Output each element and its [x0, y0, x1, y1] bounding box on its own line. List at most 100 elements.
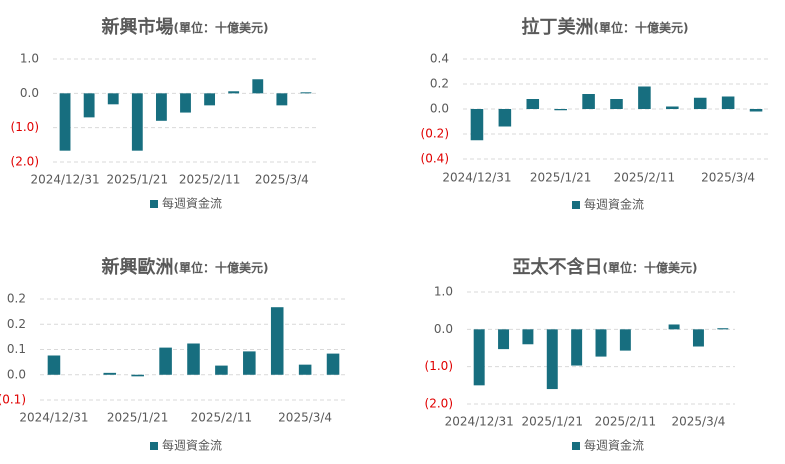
y-tick-label: 0.2 — [7, 292, 26, 306]
title-text: 亞太不含日 — [513, 256, 603, 278]
y-tick-label: (0.2) — [421, 127, 449, 141]
bar — [595, 329, 607, 357]
y-tick-label: 1.0 — [20, 52, 39, 66]
unit-text: (單位：十億美元) — [603, 260, 698, 275]
bar — [470, 109, 484, 141]
title-text: 新興歐洲 — [102, 256, 174, 278]
legend-label: 每週資金流 — [584, 197, 644, 212]
legend-label: 每週資金流 — [584, 438, 644, 453]
legend-swatch — [572, 201, 580, 209]
y-tick-label: 0.4 — [430, 52, 449, 66]
bar — [228, 91, 240, 94]
bar — [300, 92, 312, 94]
bar — [619, 329, 631, 351]
legend-label: 每週資金流 — [162, 196, 222, 211]
bar — [582, 94, 595, 109]
bar — [526, 99, 540, 109]
y-tick-label: (2.0) — [425, 397, 453, 411]
bar — [717, 328, 729, 330]
bar — [59, 93, 71, 151]
bar — [666, 106, 679, 109]
bar — [522, 329, 534, 345]
unit-text: (單位：十億美元) — [174, 20, 269, 35]
x-tick-label: 2025/2/11 — [595, 415, 657, 429]
bar — [204, 93, 216, 106]
unit-text: (單位：十億美元) — [594, 20, 689, 35]
bar — [47, 355, 61, 375]
y-tick-label: 0.0 — [430, 102, 449, 116]
chart: 亞太不含日(單位：十億美元) 1.0 0.0 (1.0) (2.0) 2024/12/31… — [425, 256, 735, 453]
bar — [215, 365, 228, 375]
chart-title: 亞太不含日(單位：十億美元) — [513, 256, 698, 278]
y-tick-label: 0.2 — [430, 77, 449, 91]
x-tick-label: 2025/2/11 — [179, 173, 241, 187]
bar — [498, 109, 512, 127]
title-text: 新興市場 — [102, 16, 174, 38]
x-tick-label: 2025/2/11 — [614, 171, 676, 185]
bar — [749, 109, 763, 112]
x-tick-label: 2024/12/31 — [442, 171, 511, 185]
legend-label: 每週資金流 — [162, 438, 222, 453]
bar — [473, 329, 485, 386]
bar — [243, 351, 256, 375]
chart-title: 新興歐洲(單位：十億美元) — [102, 256, 269, 278]
bar — [270, 307, 284, 375]
bar — [546, 329, 558, 390]
chart-title: 新興市場(單位：十億美元) — [102, 16, 269, 38]
x-tick-label: 2025/3/4 — [278, 411, 332, 425]
chart-title: 拉丁美洲(單位：十億美元) — [522, 16, 689, 38]
x-tick-label: 2025/1/21 — [107, 411, 169, 425]
y-tick-label: 0.1 — [7, 342, 26, 356]
bar — [107, 93, 119, 105]
bar — [155, 93, 167, 121]
bar — [610, 99, 623, 109]
bar — [103, 372, 117, 375]
y-tick-label: 0.0 — [7, 367, 26, 381]
bar — [554, 109, 567, 111]
title-text: 拉丁美洲 — [522, 16, 594, 38]
bar — [298, 364, 312, 375]
x-tick-label: 2024/12/31 — [445, 415, 514, 429]
x-tick-label: 2025/1/21 — [522, 415, 584, 429]
y-tick-label: 0.0 — [20, 86, 39, 100]
y-tick-label: (1.0) — [425, 359, 453, 373]
y-tick-label: 1.0 — [434, 285, 453, 299]
x-tick-label: 2025/1/21 — [530, 171, 592, 185]
bar — [498, 329, 510, 350]
bar — [326, 353, 340, 375]
unit-text: (單位：十億美元) — [174, 260, 269, 275]
chart: 拉丁美洲(單位：十億美元) 0.4 0.2 0.0 (0.2) (0.4) 2024/12/… — [421, 16, 770, 212]
bar — [83, 93, 95, 118]
x-tick-label: 2025/3/4 — [672, 415, 726, 429]
y-tick-label: (2.0) — [11, 155, 39, 169]
chart: 新興歐洲(單位：十億美元) 0.2 0.2 0.1 0.0 (0.1) 2024/12/31… — [0, 256, 347, 453]
bar — [276, 93, 288, 106]
legend-swatch — [150, 442, 158, 450]
y-tick-label: (0.4) — [421, 152, 449, 166]
bar — [131, 374, 144, 377]
y-tick-label: 0.0 — [434, 322, 453, 336]
y-tick-label: 0.2 — [7, 317, 26, 331]
bar — [131, 93, 143, 151]
bar — [692, 329, 704, 347]
x-tick-label: 2025/1/21 — [107, 173, 169, 187]
y-tick-label: (0.1) — [0, 393, 26, 407]
bar — [571, 329, 583, 366]
x-tick-label: 2025/3/4 — [701, 171, 755, 185]
bar — [721, 96, 735, 109]
x-tick-label: 2024/12/31 — [30, 173, 99, 187]
legend-swatch — [150, 200, 158, 208]
chart: 新興市場(單位：十億美元) 1.0 0.0 (1.0) (2.0) 2024/12/31 2… — [11, 16, 318, 211]
x-tick-label: 2025/3/4 — [255, 173, 309, 187]
bar — [187, 343, 200, 375]
bar — [668, 324, 680, 330]
x-tick-label: 2024/12/31 — [19, 411, 88, 425]
bar — [693, 97, 707, 109]
y-tick-label: (1.0) — [11, 120, 39, 134]
bar — [252, 79, 264, 94]
bar — [159, 347, 172, 375]
legend-swatch — [572, 442, 580, 450]
bar — [638, 86, 651, 109]
bar — [180, 93, 191, 113]
